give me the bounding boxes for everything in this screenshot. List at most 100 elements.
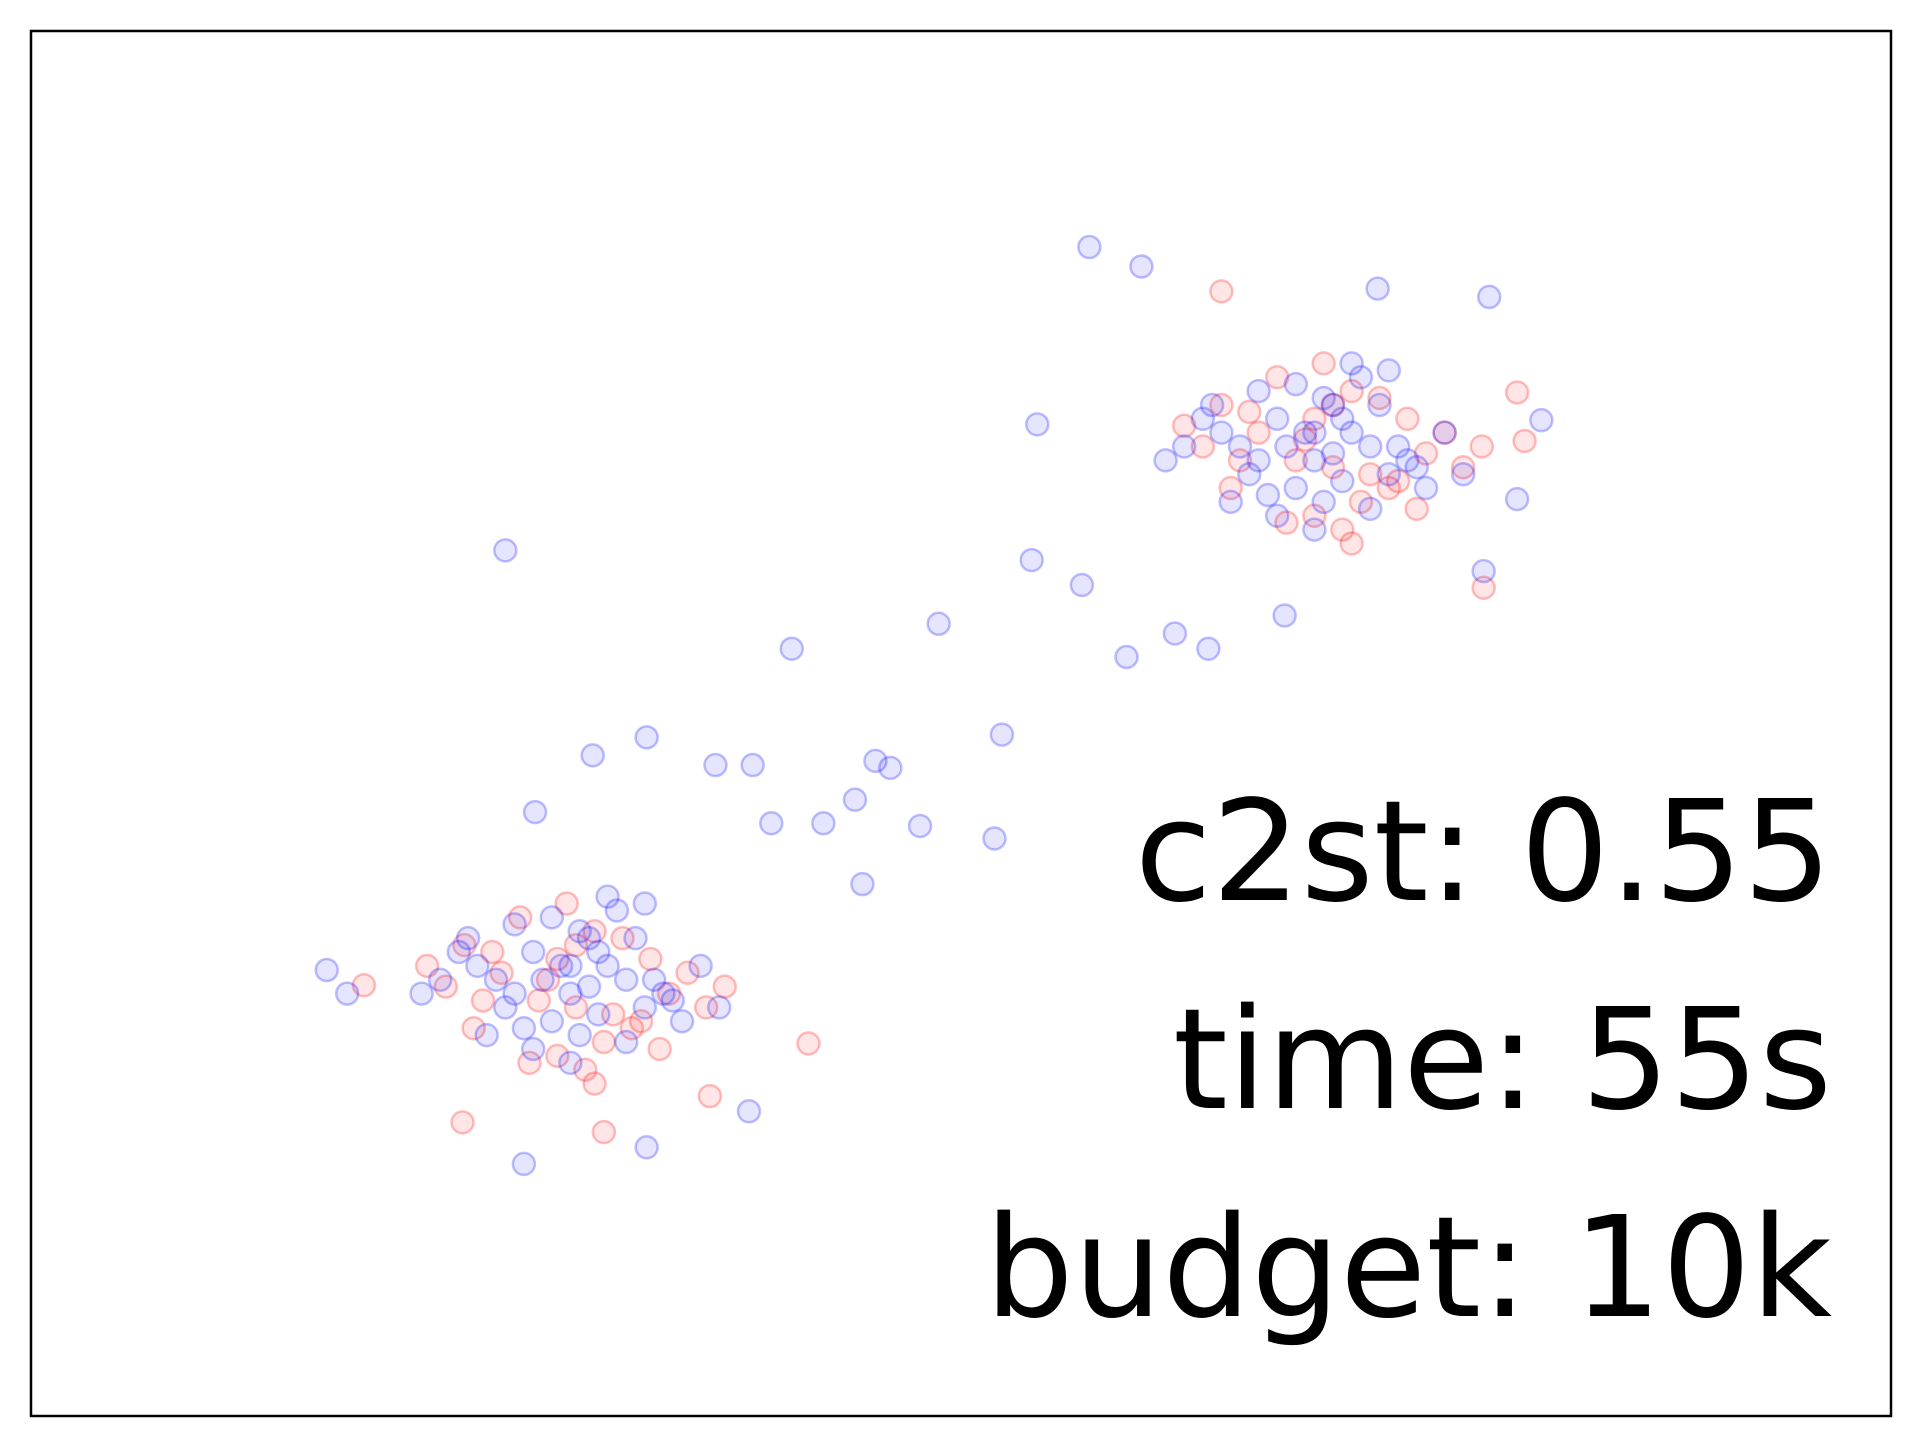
scatter-point <box>1330 517 1355 542</box>
axes-frame <box>29 29 1893 1418</box>
scatter-point <box>1404 455 1429 480</box>
scatter-point <box>1529 407 1554 433</box>
scatter-point <box>1255 482 1281 508</box>
scatter-point <box>582 1071 607 1096</box>
scatter-point <box>452 932 477 958</box>
scatter-point <box>1367 392 1392 418</box>
scatter-point <box>600 1002 626 1027</box>
scatter-point <box>1246 420 1271 445</box>
scatter-point <box>1395 406 1420 432</box>
scatter-point <box>480 939 505 965</box>
scatter-point <box>740 752 765 778</box>
scatter-point <box>526 988 552 1013</box>
scatter-point <box>548 953 574 979</box>
scatter-point <box>1471 575 1496 601</box>
scatter-point <box>520 939 546 965</box>
scatter-point <box>619 1015 645 1041</box>
scatter-point <box>1469 434 1495 459</box>
scatter-point <box>1376 475 1402 501</box>
scatter-point <box>1339 351 1364 376</box>
scatter-point <box>1209 420 1234 445</box>
scatter-point <box>878 755 903 781</box>
scatter-point <box>1264 406 1290 432</box>
scatter-point <box>1292 427 1318 452</box>
scatter-point <box>586 1002 611 1027</box>
scatter-point <box>1413 475 1439 501</box>
scatter-point <box>1376 358 1402 383</box>
scatter-point <box>610 925 635 951</box>
scatter-point <box>1348 489 1374 515</box>
scatter-point <box>493 995 518 1020</box>
scatter-point <box>647 1036 672 1062</box>
scatter-point <box>1246 378 1271 404</box>
scatter-point <box>1311 385 1336 411</box>
scatter-point <box>736 1099 762 1124</box>
scatter-point <box>1302 448 1327 473</box>
scatter-point <box>576 925 602 951</box>
scatter-point <box>563 932 589 958</box>
scatter-point <box>1114 644 1139 670</box>
scatter-point <box>1272 603 1297 628</box>
scatter-point <box>314 957 339 983</box>
scatter-point <box>1385 434 1411 459</box>
scatter-point <box>427 967 453 992</box>
scatter-point <box>563 995 589 1020</box>
scatter-point <box>1171 413 1197 438</box>
scatter-point <box>1274 510 1299 535</box>
scatter-point <box>586 939 611 965</box>
scatter-point <box>796 1031 821 1056</box>
scatter-point <box>483 967 509 992</box>
scatter-point <box>660 988 685 1013</box>
scatter-point <box>613 1029 639 1055</box>
scatter-point <box>576 974 602 999</box>
scatter-point <box>567 1022 592 1048</box>
scatter-point <box>461 1015 486 1041</box>
scatter-point <box>907 813 933 839</box>
scatter-point <box>522 799 548 825</box>
scatter-point <box>1450 455 1476 480</box>
scatter-point <box>511 1015 537 1041</box>
scatter-point <box>1357 434 1383 459</box>
scatter-point <box>489 960 514 986</box>
scatter-point <box>842 787 868 812</box>
scatter-point <box>1339 420 1364 445</box>
scatter-point <box>1227 434 1253 459</box>
scatter-point <box>351 973 377 998</box>
scatter-point <box>1069 572 1095 598</box>
scatter-point <box>1237 461 1262 487</box>
scatter-point <box>982 826 1007 851</box>
scatter-point <box>433 974 459 999</box>
scatter-point <box>1357 461 1383 487</box>
scatter-point <box>1476 284 1502 310</box>
scatter-point <box>1385 468 1411 494</box>
scatter-point <box>450 1110 475 1135</box>
annotation: time: 55s <box>1173 979 1832 1142</box>
scatter-point <box>604 898 630 923</box>
scatter-point <box>558 953 583 979</box>
scatter-point <box>697 1083 723 1109</box>
scatter-point <box>1367 385 1392 411</box>
scatter-point <box>1302 420 1327 445</box>
scatter-point <box>580 743 605 768</box>
scatter-point <box>1209 392 1234 418</box>
scatter-point <box>334 981 360 1006</box>
scatter-point <box>1190 434 1216 459</box>
scatter-point <box>1302 406 1327 432</box>
scatter-point <box>545 946 570 972</box>
scatter-point <box>1395 448 1420 473</box>
scatter-point <box>511 1151 537 1177</box>
scatter-point <box>1283 448 1309 473</box>
scatter-point <box>591 1029 617 1055</box>
scatter-point <box>703 752 728 778</box>
scatter-point <box>811 810 836 836</box>
scatter-point <box>1330 468 1355 494</box>
scatter-point <box>455 925 481 951</box>
scatter-point <box>1348 365 1374 390</box>
scatter-point <box>641 967 667 992</box>
scatter-point <box>1504 380 1530 405</box>
scatter-point <box>1413 441 1439 466</box>
scatter-point <box>632 995 658 1020</box>
scatter-point <box>1471 558 1496 584</box>
scatter-point <box>1432 420 1457 445</box>
scatter-point <box>591 1119 617 1145</box>
